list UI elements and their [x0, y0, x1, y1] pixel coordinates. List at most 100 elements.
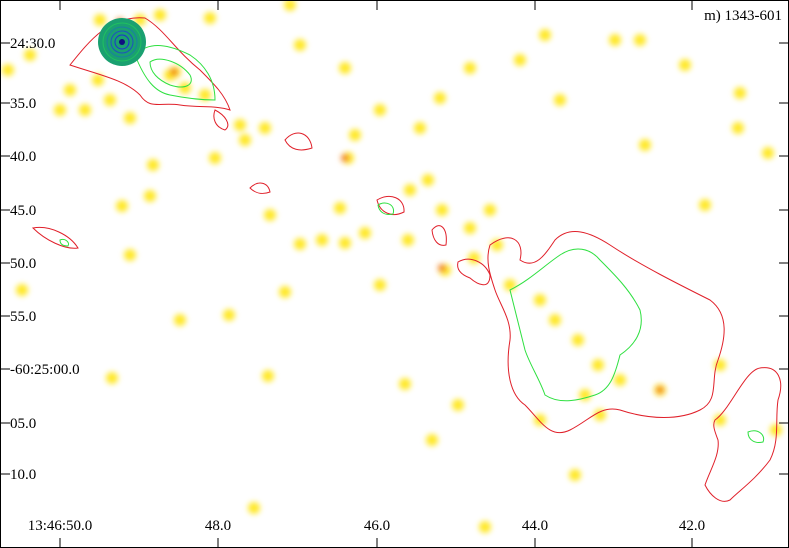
emission-spot — [609, 34, 621, 46]
emission-spot — [134, 14, 146, 26]
emission-spot — [404, 184, 416, 196]
y-tick-label: 24:30.0 — [10, 36, 55, 52]
emission-spot — [374, 279, 386, 291]
emission-spot — [452, 399, 464, 411]
emission-spot — [484, 204, 496, 216]
x-tick-label: 42.0 — [679, 518, 705, 534]
emission-spot — [534, 294, 546, 306]
emission-spot — [639, 139, 651, 151]
emission-spot — [434, 92, 446, 104]
x-tick-label: 13:46:50.0 — [28, 518, 93, 534]
emission-spot — [399, 378, 411, 390]
emission-spot — [144, 190, 156, 202]
y-tick-label: 05.0 — [10, 416, 36, 432]
y-tick-label: 10.0 — [10, 467, 36, 483]
emission-spot — [223, 309, 235, 321]
emission-spot — [259, 122, 271, 134]
radio-contours-inner — [59, 45, 765, 443]
emission-spot — [179, 82, 191, 94]
emission-spot — [2, 64, 14, 76]
emission-spot — [209, 152, 221, 164]
emission-spot — [464, 62, 476, 74]
emission-spot — [94, 14, 106, 26]
emission-spot — [374, 104, 386, 116]
emission-spot — [402, 234, 414, 246]
emission-spot — [734, 87, 746, 99]
emission-spot — [116, 200, 128, 212]
emission-spot — [504, 279, 516, 291]
emission-spot — [349, 129, 361, 141]
panel-label: m) 1343-601 — [704, 8, 782, 24]
emission-spot — [594, 409, 606, 421]
emission-core — [656, 386, 664, 394]
axis-labels: 24:30.0 35.0 40.0 45.0 50.0 55.0 -60:25:00.0 05… — [10, 36, 705, 534]
y-tick-label: 35.0 — [10, 96, 36, 112]
emission-spot — [539, 29, 551, 41]
emission-spot — [294, 39, 306, 51]
emission-spot — [79, 104, 91, 116]
emission-spot — [732, 122, 744, 134]
emission-spot — [262, 370, 274, 382]
emission-core — [341, 154, 349, 162]
emission-spot — [339, 237, 351, 249]
y-tick-label: 40.0 — [10, 149, 36, 165]
emission-spot — [549, 314, 561, 326]
emission-spot — [464, 222, 476, 234]
emission-spot — [54, 104, 66, 116]
emission-spot — [422, 174, 434, 186]
emission-spot — [699, 199, 711, 211]
emission-spot — [248, 502, 260, 514]
emission-spot — [279, 286, 291, 298]
emission-spot — [147, 159, 159, 171]
emission-spot — [554, 94, 566, 106]
emission-spot — [124, 112, 136, 124]
emission-spot — [154, 9, 166, 21]
y-tick-label: 50.0 — [10, 256, 36, 272]
emission-spot — [64, 84, 76, 96]
emission-spot — [24, 49, 36, 61]
emission-spot — [359, 227, 371, 239]
emission-spot — [264, 209, 276, 221]
emission-spot — [592, 359, 604, 371]
emission-spot — [294, 238, 306, 250]
emission-spot — [572, 334, 584, 346]
radio-contours-outer — [31, 17, 782, 502]
emission-spot — [316, 234, 328, 246]
emission-core — [438, 264, 446, 272]
x-tick-label: 48.0 — [205, 518, 231, 534]
emission-spot — [634, 34, 646, 46]
emission-spot — [106, 372, 118, 384]
emission-spot — [436, 204, 448, 216]
x-tick-label: 46.0 — [364, 518, 390, 534]
emission-core — [170, 68, 178, 76]
emission-spot — [16, 284, 28, 296]
emission-spot — [770, 424, 782, 436]
emission-spot — [92, 74, 104, 86]
emission-spot — [174, 314, 186, 326]
emission-spot — [426, 434, 438, 446]
emission-spot — [239, 134, 251, 146]
emission-spot — [199, 89, 211, 101]
emission-spot — [579, 389, 591, 401]
emission-spot — [714, 414, 726, 426]
emission-spot — [534, 414, 546, 426]
emission-spot — [284, 0, 296, 11]
emission-spot — [234, 119, 246, 131]
emission-spot — [614, 374, 626, 386]
emission-spot — [762, 147, 774, 159]
emission-spot — [569, 469, 581, 481]
emission-spot — [204, 12, 216, 24]
emission-spot — [124, 249, 136, 261]
bright-source — [98, 18, 146, 66]
emission-spot — [679, 59, 691, 71]
emission-spot — [479, 521, 491, 533]
y-tick-label: 45.0 — [10, 203, 36, 219]
x-tick-label: 44.0 — [522, 518, 548, 534]
emission-spot — [104, 94, 116, 106]
y-tick-label: -60:25:00.0 — [10, 362, 80, 378]
y-tick-label: 55.0 — [10, 309, 36, 325]
emission-spot — [514, 54, 526, 66]
